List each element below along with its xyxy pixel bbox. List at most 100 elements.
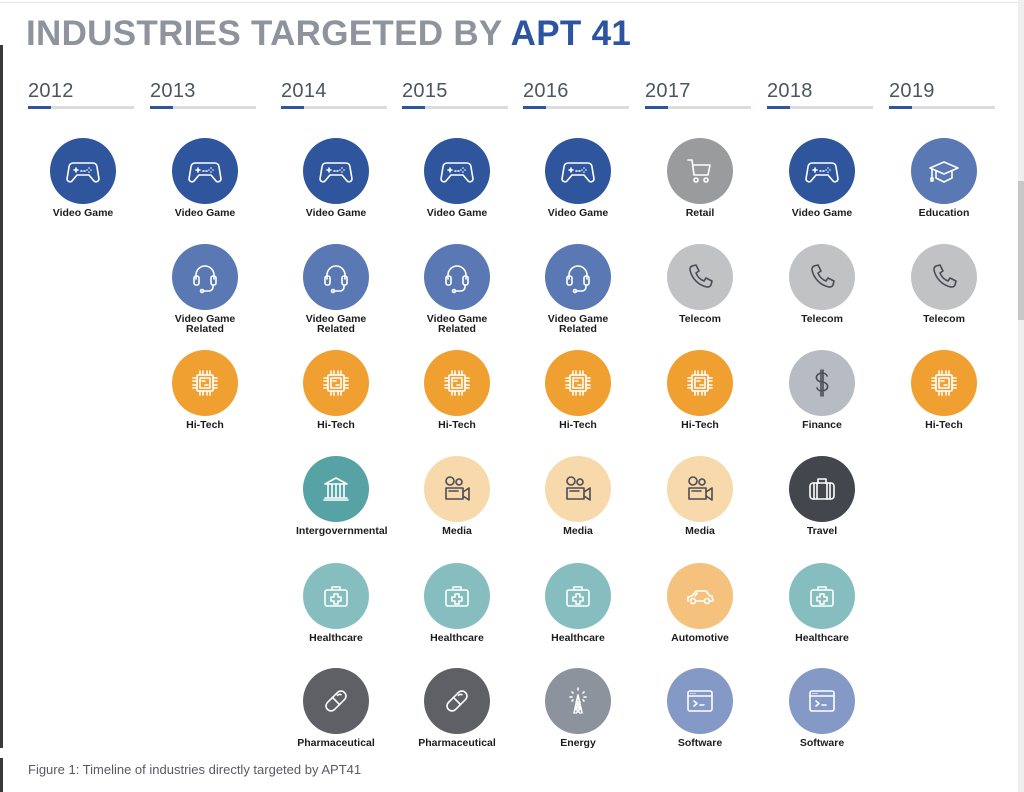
headset-icon — [566, 265, 590, 294]
industry-badge — [424, 350, 490, 416]
industry-badge — [545, 563, 611, 629]
terminal-window-icon — [687, 690, 713, 712]
industry-badge — [911, 350, 977, 416]
year-label: 2019 — [889, 80, 935, 102]
year-progress-bar — [150, 106, 256, 109]
industry-label: Video Game Related — [305, 313, 367, 335]
industry-badge — [667, 138, 733, 204]
year-header-2016: 2016 — [523, 80, 629, 109]
industry-label: Healthcare — [551, 632, 605, 644]
industry-badge — [545, 138, 611, 204]
year-progress-fill — [402, 106, 426, 109]
industry-item: Automotive — [640, 563, 760, 643]
industry-label: Telecom — [679, 313, 721, 325]
industry-item: Video Game — [397, 138, 517, 218]
video-camera-icon — [566, 476, 591, 501]
chip-icon — [931, 370, 957, 396]
vertical-scrollbar-track[interactable] — [1018, 0, 1024, 792]
industry-badge — [667, 668, 733, 734]
year-progress-fill — [523, 106, 547, 109]
industry-label: Hi-Tech — [438, 419, 476, 431]
gamepad-icon — [440, 162, 474, 183]
industry-item: Education — [884, 138, 1004, 218]
industry-item: Pharmaceutical — [397, 668, 517, 748]
industry-label: Finance — [802, 419, 842, 431]
medical-kit-icon — [445, 586, 469, 607]
year-label: 2013 — [150, 80, 196, 102]
year-label: 2017 — [645, 80, 691, 102]
industry-label: Hi-Tech — [681, 419, 719, 431]
industry-item: Video Game — [762, 138, 882, 218]
year-header-2018: 2018 — [767, 80, 873, 109]
year-progress-bar — [402, 106, 508, 109]
year-progress-bar — [645, 106, 751, 109]
pill-icon — [446, 690, 468, 712]
phone-icon — [689, 264, 713, 288]
year-progress-fill — [889, 106, 913, 109]
industry-label: Intergovernmental — [296, 525, 388, 537]
phone-icon — [933, 264, 957, 288]
industry-label: Automotive — [671, 632, 729, 644]
industry-label: Pharmaceutical — [297, 737, 375, 749]
industry-label: Video Game Related — [174, 313, 236, 335]
year-header-2013: 2013 — [150, 80, 256, 109]
medical-kit-icon — [566, 586, 590, 607]
industry-badge — [545, 350, 611, 416]
industry-badge — [172, 138, 238, 204]
industry-item: Travel — [762, 456, 882, 536]
year-label: 2015 — [402, 80, 448, 102]
industry-item: Hi-Tech — [276, 350, 396, 430]
industry-badge — [172, 350, 238, 416]
year-label: 2012 — [28, 80, 74, 102]
industry-label: Healthcare — [309, 632, 363, 644]
industry-item: Healthcare — [518, 563, 638, 643]
industry-label: Telecom — [801, 313, 843, 325]
industry-label: Hi-Tech — [186, 419, 224, 431]
industry-item: Video Game — [518, 138, 638, 218]
chip-icon — [687, 370, 713, 396]
year-label: 2014 — [281, 80, 327, 102]
year-progress-bar — [523, 106, 629, 109]
video-camera-icon — [445, 476, 470, 501]
year-progress-bar — [281, 106, 387, 109]
industry-label: Video Game — [426, 207, 488, 219]
industry-label: Media — [563, 525, 593, 537]
industry-label: Video Game — [305, 207, 367, 219]
medical-kit-icon — [810, 586, 834, 607]
industry-label: Software — [677, 737, 723, 749]
video-camera-icon — [688, 476, 713, 501]
industry-badge — [303, 668, 369, 734]
industry-item: Software — [762, 668, 882, 748]
headset-icon — [445, 265, 469, 294]
industry-item: Pharmaceutical — [276, 668, 396, 748]
graduation-cap-icon — [929, 161, 959, 183]
year-header-2019: 2019 — [889, 80, 995, 109]
industry-badge — [303, 350, 369, 416]
year-progress-bar — [889, 106, 995, 109]
year-label: 2016 — [523, 80, 569, 102]
industry-label: Media — [442, 525, 472, 537]
industry-label: Retail — [685, 207, 715, 219]
industry-label: Energy — [560, 737, 596, 749]
shopping-cart-icon — [687, 159, 711, 183]
industry-item: Hi-Tech — [518, 350, 638, 430]
industry-item: Video Game Related — [145, 244, 265, 334]
medical-kit-icon — [324, 586, 348, 607]
industry-item: Intergovernmental — [276, 456, 396, 536]
industry-item: Telecom — [640, 244, 760, 324]
industry-badge — [424, 138, 490, 204]
industry-item: Video Game — [276, 138, 396, 218]
figure-caption: Figure 1: Timeline of industries directl… — [28, 762, 362, 777]
industry-label: Video Game — [174, 207, 236, 219]
industry-item: Video Game — [23, 138, 143, 218]
year-progress-fill — [767, 106, 791, 109]
gamepad-icon — [805, 162, 839, 183]
industry-label: Video Game — [791, 207, 853, 219]
industry-badge — [424, 668, 490, 734]
industry-label: Hi-Tech — [317, 419, 355, 431]
industry-item: Video Game Related — [397, 244, 517, 334]
industry-badge — [303, 244, 369, 310]
vertical-scrollbar-thumb[interactable] — [1018, 181, 1024, 320]
year-header-2017: 2017 — [645, 80, 751, 109]
industry-label: Video Game Related — [547, 313, 609, 335]
